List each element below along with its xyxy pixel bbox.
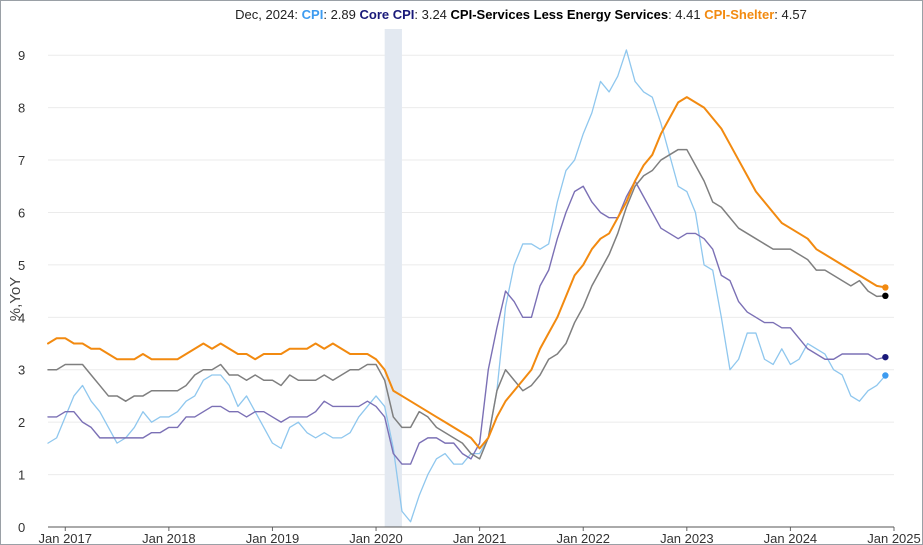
legend-value-cpi: : 2.89 (323, 7, 359, 22)
axis-layer: 0 1 2 3 4 5 6 7 8 9 Jan 2017 Jan 2018 Jan 2019 Jan 20… (18, 48, 921, 544)
x-tick-label: Jan 2019 (246, 531, 300, 544)
series-layer (47, 49, 887, 523)
y-tick-label: 8 (18, 101, 25, 116)
y-tick-label: 9 (18, 48, 25, 63)
end-marker-layer (882, 284, 889, 379)
legend-name-cpi-shelter: CPI-Shelter (704, 7, 774, 22)
y-tick-label: 2 (18, 415, 25, 430)
x-tick-label: Jan 2024 (764, 531, 818, 544)
end-marker-cpi (882, 372, 889, 379)
legend-name-core-cpi: Core CPI (359, 7, 414, 22)
y-tick-label: 3 (18, 363, 25, 378)
x-tick-label: Jan 2021 (453, 531, 507, 544)
series-line-cpi-shelter (47, 96, 887, 450)
y-tick-label: 6 (18, 205, 25, 220)
legend-name-cpi: CPI (302, 7, 324, 22)
x-tick-label: Jan 2025 (867, 531, 921, 544)
x-tick-label: Jan 2020 (349, 531, 403, 544)
x-tick-label: Jan 2018 (142, 531, 196, 544)
legend-value-cpi-shelter: : 4.57 (774, 7, 807, 22)
legend-name-cpi-services-less-energy-services: CPI-Services Less Energy Services (451, 7, 669, 22)
recession-shading (384, 29, 402, 527)
header-legend: Dec, 2024: CPI: 2.89 Core CPI: 3.24 CPI-… (235, 7, 807, 22)
y-tick-label: 0 (18, 520, 25, 535)
series-line-cpi-services-less-energy-services (47, 148, 887, 460)
y-axis-title: %,YoY (7, 277, 24, 321)
grid-layer (48, 54, 894, 528)
y-tick-label: 7 (18, 153, 25, 168)
legend-value-core-cpi: : 3.24 (414, 7, 450, 22)
end-marker-core-cpi (882, 353, 889, 361)
legend-value-cpi-services-less-energy-services: : 4.41 (668, 7, 704, 22)
recession-shading-layer (384, 29, 402, 527)
x-tick-label: Jan 2022 (556, 531, 610, 544)
x-tick-label: Jan 2017 (39, 531, 93, 544)
end-marker-cpi-services-less-energy-services (882, 292, 889, 300)
y-tick-label: 5 (18, 258, 25, 273)
series-line-core-cpi (47, 180, 887, 465)
end-marker-cpi-shelter (882, 284, 889, 291)
legend-date: Dec, 2024: (235, 7, 302, 22)
y-tick-label: 4 (18, 310, 25, 325)
series-line-cpi (47, 49, 887, 523)
y-tick-label: 1 (18, 468, 25, 483)
x-tick-label: Jan 2023 (660, 531, 714, 544)
